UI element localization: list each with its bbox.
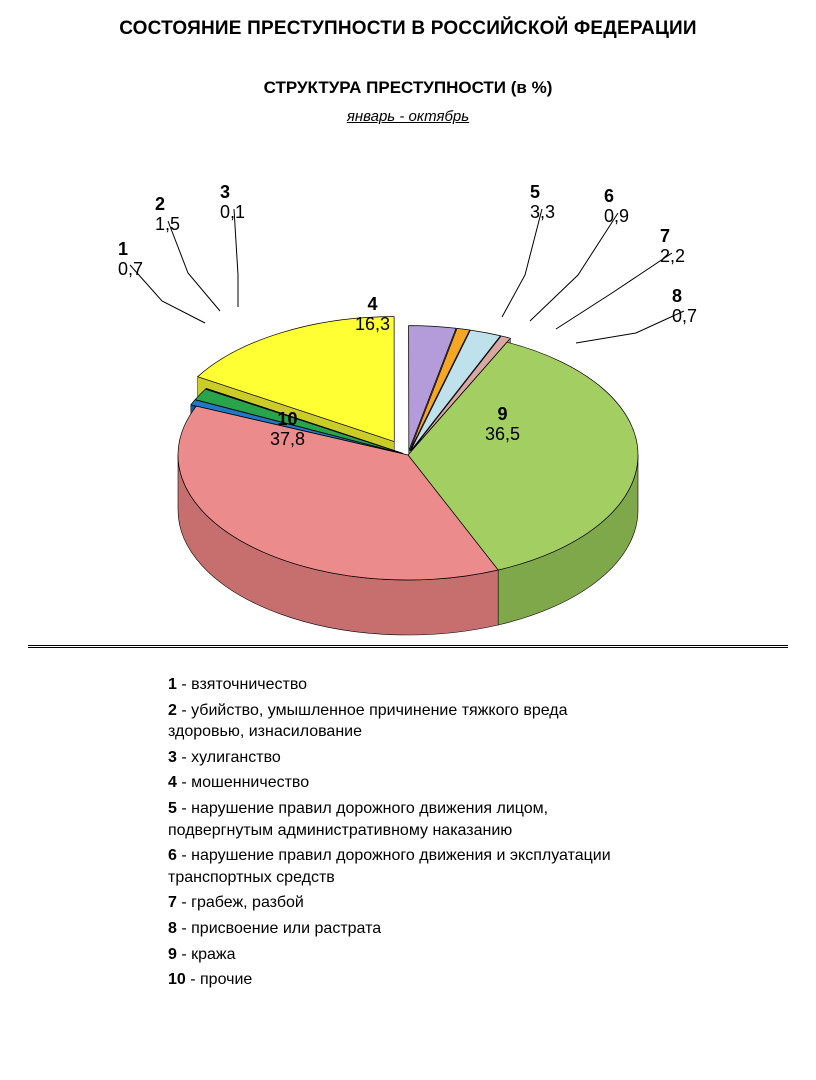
section-divider [28,645,788,652]
legend-sep: - [177,800,191,817]
callout-value: 1,5 [155,214,180,234]
legend-item-7: 7 - грабеж, разбой [168,892,648,914]
callout-value: 0,7 [672,306,697,326]
slice-label-9: 936,5 [485,405,520,445]
callout-id: 3 [220,182,230,202]
slice-value: 36,5 [485,424,520,444]
legend-text: прочие [200,971,252,988]
legend-key: 8 [168,920,177,937]
legend-key: 3 [168,749,177,766]
legend-key: 2 [168,702,177,719]
callout-leader [234,209,238,307]
legend-text: мошенничество [191,774,309,791]
legend-sep: - [177,676,191,693]
callout-5: 53,3 [530,183,555,223]
slice-id: 4 [368,294,378,314]
legend-key: 5 [168,800,177,817]
legend-item-1: 1 - взяточничество [168,674,648,696]
legend-text: хулиганство [191,749,281,766]
callout-id: 2 [155,194,165,214]
pie-chart-3d: 10,721,530,153,360,972,280,7416,3936,510… [0,125,816,645]
legend-text: нарушение правил дорожного движения лицо… [168,800,548,839]
callout-3: 30,1 [220,183,245,223]
callout-leader [530,213,618,321]
legend-item-8: 8 - присвоение или растрата [168,918,648,940]
slice-id: 9 [498,404,508,424]
callout-8: 80,7 [672,287,697,327]
callout-id: 6 [604,186,614,206]
callout-id: 5 [530,182,540,202]
callout-id: 8 [672,286,682,306]
slice-id: 10 [278,409,298,429]
slice-value: 16,3 [355,314,390,334]
slice-label-4: 416,3 [355,295,390,335]
legend-key: 4 [168,774,177,791]
legend-text: взяточничество [191,676,307,693]
legend-sep: - [177,847,191,864]
callout-leader [556,253,672,329]
legend-item-3: 3 - хулиганство [168,747,648,769]
legend-text: нарушение правил дорожного движения и эк… [168,847,611,886]
callout-value: 3,3 [530,202,555,222]
callout-2: 21,5 [155,195,180,235]
legend-text: убийство, умышленное причинение тяжкого … [168,702,568,741]
callout-6: 60,9 [604,187,629,227]
legend-key: 6 [168,847,177,864]
page-title: СОСТОЯНИЕ ПРЕСТУПНОСТИ В РОССИЙСКОЙ ФЕДЕ… [0,18,816,40]
legend-item-4: 4 - мошенничество [168,772,648,794]
period-label: январь - октябрь [0,108,816,125]
legend-key: 10 [168,971,186,988]
chart-title: СТРУКТУРА ПРЕСТУПНОСТИ (в %) [0,78,816,98]
callout-leader [576,311,684,343]
legend-text: кража [191,946,235,963]
callout-1: 10,7 [118,240,143,280]
legend-text: присвоение или растрата [191,920,381,937]
legend: 1 - взяточничество 2 - убийство, умышленн… [168,674,648,991]
legend-key: 7 [168,894,177,911]
legend-key: 9 [168,946,177,963]
pie-svg [0,125,816,645]
legend-sep: - [177,749,191,766]
legend-item-9: 9 - кража [168,944,648,966]
callout-id: 1 [118,239,128,259]
legend-sep: - [186,971,200,988]
callout-value: 0,9 [604,206,629,226]
legend-item-6: 6 - нарушение правил дорожного движения … [168,845,648,888]
legend-key: 1 [168,676,177,693]
legend-sep: - [177,920,191,937]
legend-sep: - [177,774,191,791]
callout-7: 72,2 [660,227,685,267]
slice-label-10: 1037,8 [270,410,305,450]
callout-id: 7 [660,226,670,246]
legend-item-2: 2 - убийство, умышленное причинение тяжк… [168,700,648,743]
legend-sep: - [177,946,191,963]
slice-value: 37,8 [270,429,305,449]
legend-item-10: 10 - прочие [168,969,648,991]
legend-sep: - [177,702,191,719]
page: СОСТОЯНИЕ ПРЕСТУПНОСТИ В РОССИЙСКОЙ ФЕДЕ… [0,0,816,1080]
legend-sep: - [177,894,191,911]
callout-value: 2,2 [660,246,685,266]
legend-text: грабеж, разбой [191,894,304,911]
callout-leader [502,209,542,317]
callout-value: 0,1 [220,202,245,222]
callout-value: 0,7 [118,259,143,279]
legend-item-5: 5 - нарушение правил дорожного движения … [168,798,648,841]
